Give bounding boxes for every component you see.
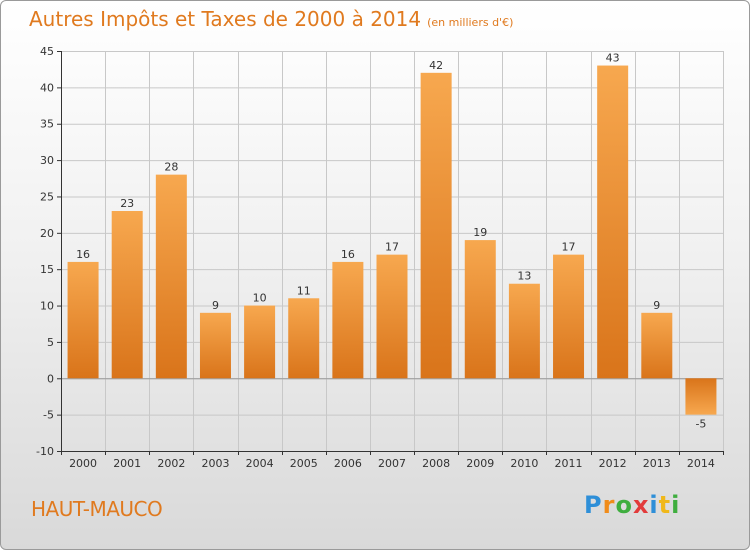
x-tick-label-2005: 2005 xyxy=(290,457,318,470)
bar-2013 xyxy=(641,312,673,379)
data-label-2014: -5 xyxy=(695,418,706,431)
bar-2010 xyxy=(508,283,540,379)
data-label-2011: 17 xyxy=(562,241,576,254)
bar-2006 xyxy=(332,261,364,379)
data-label-2007: 17 xyxy=(385,241,399,254)
logo-letter: o xyxy=(615,491,633,519)
proxiti-logo: Proxiti xyxy=(584,491,680,519)
x-tick-label-2000: 2000 xyxy=(69,457,97,470)
y-tick-label: 25 xyxy=(40,190,54,203)
x-tick-label-2002: 2002 xyxy=(157,457,185,470)
title-text: Autres Impôts et Taxes de 2000 à 2014 xyxy=(29,7,422,31)
logo-letter: r xyxy=(602,491,616,519)
bar-chart: -10 -5 0 5 10 15 20 25 30 35 40 45 2000 2001 2002 2003 2… xyxy=(36,45,724,470)
bar-2003 xyxy=(199,312,231,379)
y-tick-label: 5 xyxy=(47,336,54,349)
y-tick-label: 40 xyxy=(40,81,54,94)
y-tick-label: -10 xyxy=(36,445,54,458)
x-tick-label-2013: 2013 xyxy=(643,457,671,470)
x-tick-label-2004: 2004 xyxy=(246,457,274,470)
x-tick-label-2014: 2014 xyxy=(687,457,715,470)
data-label-2002: 28 xyxy=(164,161,178,174)
y-tick-label: 0 xyxy=(47,372,54,385)
bar-2001 xyxy=(111,211,143,379)
data-label-2008: 42 xyxy=(429,59,443,72)
x-tick-label-2003: 2003 xyxy=(201,457,229,470)
y-tick-label: 15 xyxy=(40,263,54,276)
bar-2005 xyxy=(288,298,320,379)
x-tick-label-2011: 2011 xyxy=(555,457,583,470)
bar-2012 xyxy=(597,65,629,379)
bars xyxy=(67,65,717,415)
logo-letter: t xyxy=(658,491,672,519)
logo-letter: i xyxy=(671,491,681,519)
data-label-2006: 16 xyxy=(341,248,355,261)
data-label-2013: 9 xyxy=(653,299,660,312)
data-label-2005: 11 xyxy=(297,284,311,297)
chart-title: Autres Impôts et Taxes de 2000 à 2014 (en… xyxy=(29,7,513,31)
x-tick-label-2006: 2006 xyxy=(334,457,362,470)
commune-name: HAUT-MAUCO xyxy=(31,497,163,521)
x-tick-label-2008: 2008 xyxy=(422,457,450,470)
bar-2011 xyxy=(553,254,585,379)
bar-2007 xyxy=(376,254,408,379)
axes: -10 -5 0 5 10 15 20 25 30 35 40 45 2000 2001 2002 2003 2… xyxy=(36,45,724,470)
data-label-2003: 9 xyxy=(212,299,219,312)
bar-2008 xyxy=(420,72,452,379)
unit-note: (en milliers d'€) xyxy=(427,16,514,29)
y-tick-label: 10 xyxy=(40,300,54,313)
bar-2014 xyxy=(685,378,717,415)
x-tick-label-2010: 2010 xyxy=(510,457,538,470)
data-label-2012: 43 xyxy=(606,52,620,65)
y-tick-label: 35 xyxy=(40,118,54,131)
x-tick-label-2001: 2001 xyxy=(113,457,141,470)
bar-2000 xyxy=(67,261,99,379)
data-label-2000: 16 xyxy=(76,248,90,261)
y-tick-label: 30 xyxy=(40,154,54,167)
data-label-2004: 10 xyxy=(253,292,267,305)
data-label-2001: 23 xyxy=(120,197,134,210)
x-tick-label-2012: 2012 xyxy=(599,457,627,470)
logo-letter: P xyxy=(584,491,603,519)
bar-2009 xyxy=(464,240,496,379)
logo-letter: i xyxy=(649,491,659,519)
y-tick-label: 20 xyxy=(40,227,54,240)
y-tick-label: -5 xyxy=(43,409,54,422)
bar-2004 xyxy=(244,305,276,379)
x-tick-label-2007: 2007 xyxy=(378,457,406,470)
bar-2002 xyxy=(155,174,187,379)
data-label-2010: 13 xyxy=(517,270,531,283)
logo-letter: x xyxy=(632,491,650,519)
y-tick-label: 45 xyxy=(40,45,54,58)
data-labels: 16 23 28 9 10 11 16 17 42 19 13 17 43 9 -5 xyxy=(76,52,706,431)
data-label-2009: 19 xyxy=(473,226,487,239)
x-tick-label-2009: 2009 xyxy=(466,457,494,470)
